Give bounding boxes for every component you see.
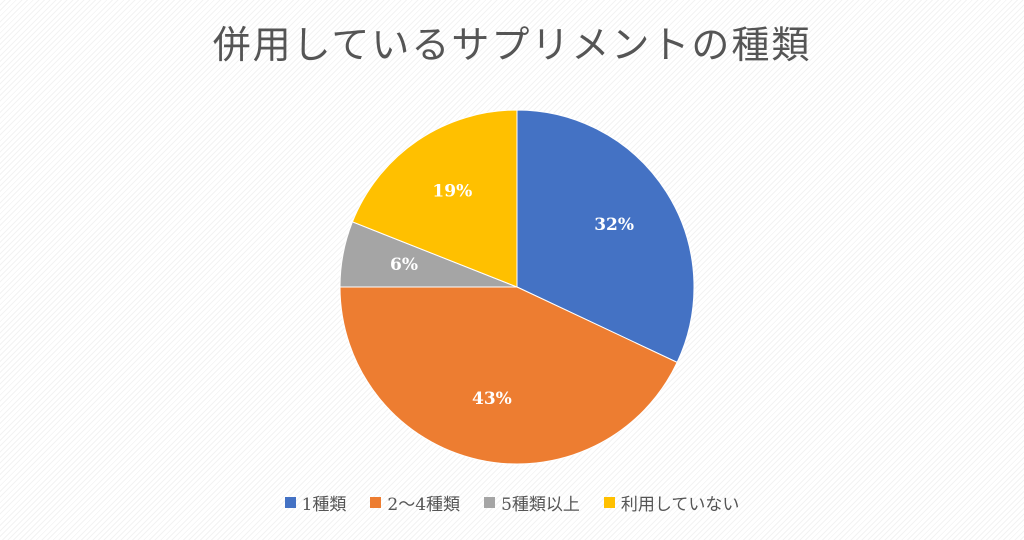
data-label: 32% bbox=[594, 215, 634, 235]
data-label: 43% bbox=[472, 389, 512, 409]
legend-label: 1種類 bbox=[301, 495, 347, 515]
legend-label: 利用していない bbox=[620, 495, 740, 515]
legend-item: 2〜4種類 bbox=[370, 490, 460, 515]
data-label: 19% bbox=[432, 181, 472, 201]
legend-label: 5種類以上 bbox=[501, 495, 580, 515]
legend-swatch bbox=[370, 497, 382, 508]
chart-title: 併用しているサプリメントの種類 bbox=[212, 23, 812, 67]
legend-item: 利用していない bbox=[603, 490, 740, 515]
pie-slice bbox=[516, 109, 695, 364]
legend: 1種類 2〜4種類 5種類以上 利用していない bbox=[0, 490, 1024, 515]
legend-swatch bbox=[603, 497, 615, 508]
legend-swatch bbox=[484, 497, 496, 508]
legend-label: 2〜4種類 bbox=[387, 495, 461, 515]
legend-item: 1種類 bbox=[284, 490, 347, 515]
legend-swatch bbox=[284, 497, 296, 508]
data-label: 6% bbox=[390, 255, 418, 275]
legend-item: 5種類以上 bbox=[484, 490, 580, 515]
pie-slice bbox=[351, 109, 518, 288]
pie-slice bbox=[339, 286, 678, 465]
